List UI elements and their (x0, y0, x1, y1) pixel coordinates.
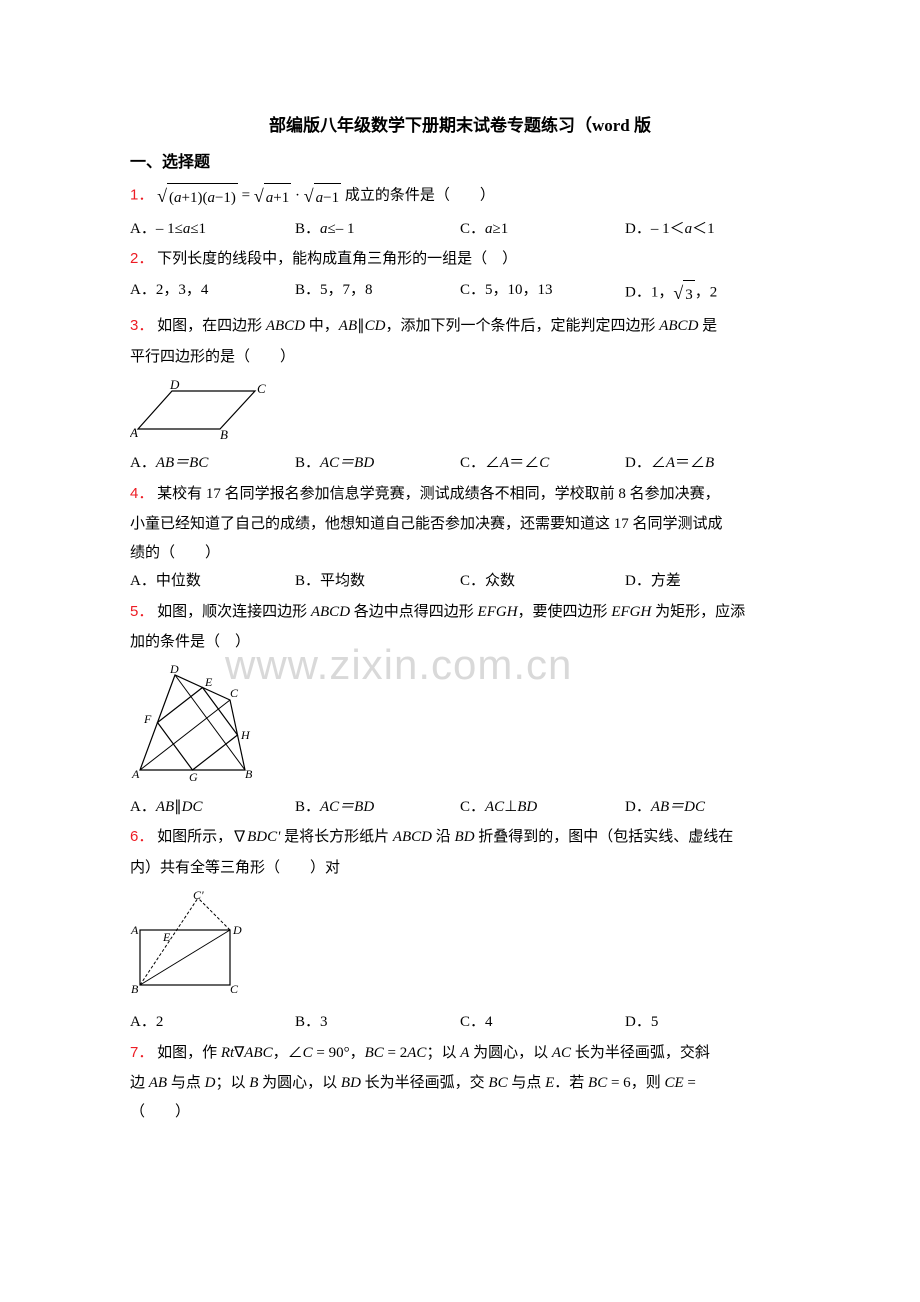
svg-text:G: G (189, 770, 198, 784)
question-5: 5． 如图，顺次连接四边形 ABCD 各边中点得四边形 EFGH，要使四边形 E… (130, 598, 790, 627)
q2-number: 2． (130, 250, 153, 267)
question-7: 7． 如图，作 Rt∇ABC，∠C = 90°，BC = 2AC；以 A 为圆心… (130, 1039, 790, 1068)
q6-option-b: B．3 (295, 1008, 460, 1037)
q4-option-d: D．方差 (625, 567, 790, 596)
q6-option-d: D．5 (625, 1008, 790, 1037)
q4-options: A．中位数 B．平均数 C．众数 D．方差 (130, 567, 790, 596)
q7-number: 7． (130, 1044, 153, 1061)
figure-quadrilateral-midpoints: A B C D E F G H (130, 665, 790, 785)
q3-line2: 平行四边形的是（ ） (130, 343, 790, 372)
q3-option-b: B．AC＝BD (295, 449, 460, 478)
figure-fold-rectangle: A B C D E C' (130, 890, 790, 1000)
svg-text:B: B (245, 767, 253, 781)
svg-text:A: A (131, 767, 140, 781)
svg-text:B: B (220, 427, 228, 441)
svg-text:A: A (130, 923, 139, 937)
svg-text:E: E (204, 675, 213, 689)
q1-option-c: C．a≥1 (460, 215, 625, 244)
q4-line2: 小童已经知道了自己的成绩，他想知道自己能否参加决赛，还需要知道这 17 名同学测… (130, 510, 790, 539)
svg-text:C: C (230, 982, 239, 996)
q2-option-c: C．5，10，13 (460, 276, 625, 310)
q1-options: A．– 1≤a≤1 B．a≤– 1 C．a≥1 D．– 1＜a＜1 (130, 215, 790, 244)
svg-text:E: E (162, 930, 171, 944)
figure-parallelogram: D C A B (130, 379, 790, 441)
q1-tail: 成立的条件是（ ） (345, 187, 495, 203)
q4-option-a: A．中位数 (130, 567, 295, 596)
q6-line2: 内）共有全等三角形（ ）对 (130, 854, 790, 883)
q4-option-b: B．平均数 (295, 567, 460, 596)
q3-options: A．AB＝BC B．AC＝BD C．∠A＝∠C D．∠A＝∠B (130, 449, 790, 478)
sqrt-expr-2: √a+1 (254, 179, 291, 213)
q7-paren: （ ） (130, 1098, 790, 1127)
question-2: 2． 下列长度的线段中，能构成直角三角形的一组是（ ） (130, 245, 790, 274)
q4-option-c: C．众数 (460, 567, 625, 596)
q5-option-b: B．AC＝BD (295, 793, 460, 822)
q2-text: 下列长度的线段中，能构成直角三角形的一组是（ ） (157, 251, 517, 267)
q5-option-d: D．AB＝DC (625, 793, 790, 822)
sqrt-expr-3: √a−1 (304, 179, 341, 213)
q6-option-c: C．4 (460, 1008, 625, 1037)
q3-option-a: A．AB＝BC (130, 449, 295, 478)
q5-option-a: A．AB∥DC (130, 793, 295, 822)
svg-text:C: C (230, 686, 239, 700)
q7-line2: 边 AB 与点 D；以 B 为圆心，以 BD 长为半径画弧，交 BC 与点 E．… (130, 1069, 790, 1098)
q1-number: 1． (130, 186, 153, 203)
svg-text:C': C' (193, 890, 204, 902)
svg-text:C: C (257, 381, 266, 396)
section-header: 一、选择题 (130, 148, 790, 178)
q2-option-b: B．5，7，8 (295, 276, 460, 310)
q1-option-b: B．a≤– 1 (295, 215, 460, 244)
q2-option-d: D．1，√3，2 (625, 276, 790, 310)
page-content: 部编版八年级数学下册期末试卷专题练习（word 版 一、选择题 1． √(a+1… (130, 110, 790, 1126)
q4-number: 4． (130, 485, 153, 502)
q2-option-a: A．2，3，4 (130, 276, 295, 310)
q4-line3: 绩的（ ） (130, 539, 790, 568)
q5-number: 5． (130, 603, 153, 620)
svg-text:D: D (232, 923, 242, 937)
q1-option-d: D．– 1＜a＜1 (625, 215, 790, 244)
page-title: 部编版八年级数学下册期末试卷专题练习（word 版 (130, 110, 790, 142)
svg-text:A: A (130, 425, 138, 440)
sqrt-expr-1: √(a+1)(a−1) (157, 179, 238, 213)
q3-option-c: C．∠A＝∠C (460, 449, 625, 478)
question-6: 6． 如图所示，∇BDC' 是将长方形纸片 ABCD 沿 BD 折叠得到的，图中… (130, 823, 790, 852)
svg-text:B: B (131, 982, 139, 996)
svg-text:D: D (169, 665, 179, 676)
q5-option-c: C．AC⊥BD (460, 793, 625, 822)
q3-number: 3． (130, 317, 153, 334)
svg-text:H: H (240, 728, 251, 742)
q5-line2: 加的条件是（ ） (130, 628, 790, 657)
q2-options: A．2，3，4 B．5，7，8 C．5，10，13 D．1，√3，2 (130, 276, 790, 310)
svg-text:F: F (143, 712, 152, 726)
svg-text:D: D (169, 379, 180, 392)
q6-options: A．2 B．3 C．4 D．5 (130, 1008, 790, 1037)
question-4: 4． 某校有 17 名同学报名参加信息学竞赛，测试成绩各不相同，学校取前 8 名… (130, 480, 790, 509)
q6-number: 6． (130, 828, 153, 845)
q6-option-a: A．2 (130, 1008, 295, 1037)
q3-option-d: D．∠A＝∠B (625, 449, 790, 478)
question-3: 3． 如图，在四边形 ABCD 中，AB∥CD，添加下列一个条件后，定能判定四边… (130, 312, 790, 341)
q5-options: A．AB∥DC B．AC＝BD C．AC⊥BD D．AB＝DC (130, 793, 790, 822)
q1-option-a: A．– 1≤a≤1 (130, 215, 295, 244)
question-1: 1． √(a+1)(a−1) = √a+1 · √a−1 成立的条件是（ ） (130, 179, 790, 213)
